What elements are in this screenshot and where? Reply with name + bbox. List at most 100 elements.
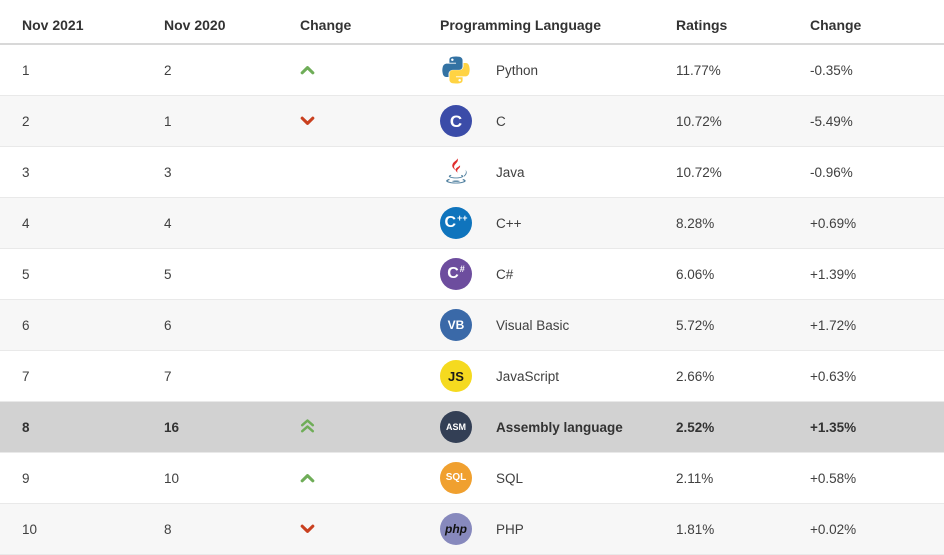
python-logo-icon xyxy=(440,54,472,86)
rank-2020-cell: 16 xyxy=(164,419,180,435)
ratings-cell: 1.81% xyxy=(676,521,715,537)
ratings-cell: 10.72% xyxy=(676,113,722,129)
rank-2020-cell: 1 xyxy=(164,113,172,129)
rank-2021-cell: 8 xyxy=(22,419,30,435)
ratings-change-cell: +0.02% xyxy=(810,521,857,537)
c-logo-icon: C xyxy=(440,105,472,137)
ratings-change-cell: -5.49% xyxy=(810,113,853,129)
language-cell: Python xyxy=(418,44,654,96)
language-name: Visual Basic xyxy=(496,317,570,333)
header-ratings: Ratings xyxy=(654,0,788,45)
language-name: JavaScript xyxy=(496,368,560,384)
language-name: SQL xyxy=(496,470,524,486)
rank-2020-cell: 10 xyxy=(164,470,180,486)
language-name: C xyxy=(496,113,506,129)
ratings-change-cell: -0.35% xyxy=(810,62,853,78)
visual-basic-logo-icon: VB xyxy=(440,309,472,341)
change-trend-cell xyxy=(278,44,418,96)
rank-2021-cell: 1 xyxy=(22,62,30,78)
table-row: 7 7 JS JavaScript 2.66% +0.63% xyxy=(0,350,944,402)
table-row: 1 2 Python 11.77% -0.35% xyxy=(0,44,944,96)
language-cell: VB Visual Basic xyxy=(418,300,654,351)
ratings-change-cell: +0.69% xyxy=(810,215,857,231)
change-trend-cell xyxy=(278,249,418,300)
ratings-change-cell: +0.63% xyxy=(810,368,857,384)
change-trend-cell xyxy=(278,402,418,453)
table-row: 9 10 SQL SQL 2.11% +0.58% xyxy=(0,452,944,504)
change-trend-cell xyxy=(278,96,418,147)
rank-2021-cell: 5 xyxy=(22,266,30,282)
change-trend-cell xyxy=(278,198,418,249)
table-header-row: Nov 2021 Nov 2020 Change Programming Lan… xyxy=(0,0,944,45)
ratings-change-cell: +0.58% xyxy=(810,470,857,486)
ratings-change-cell: -0.96% xyxy=(810,164,853,180)
rank-2020-cell: 7 xyxy=(164,368,172,384)
rank-2021-cell: 6 xyxy=(22,317,30,333)
language-name: C# xyxy=(496,266,514,282)
language-name: C++ xyxy=(496,215,522,231)
java-logo-icon xyxy=(440,156,472,188)
change-trend-cell xyxy=(278,453,418,504)
rank-2021-cell: 3 xyxy=(22,164,30,180)
c--logo-icon: C # xyxy=(440,258,472,290)
table-row: 6 6 VB Visual Basic 5.72% +1.72% xyxy=(0,299,944,351)
table-row: 8 16 ASM Assembly language 2.52% +1.35% xyxy=(0,401,944,453)
language-cell: C # C# xyxy=(418,249,654,300)
ratings-change-cell: +1.39% xyxy=(810,266,857,282)
change-trend-cell xyxy=(278,504,418,555)
sql-logo-icon: SQL xyxy=(440,462,472,494)
ratings-cell: 8.28% xyxy=(676,215,715,231)
language-cell: JS JavaScript xyxy=(418,351,654,402)
rank-2020-cell: 6 xyxy=(164,317,172,333)
header-rank-2021: Nov 2021 xyxy=(0,0,142,45)
php-logo-icon: php xyxy=(440,513,472,545)
rank-2021-cell: 2 xyxy=(22,113,30,129)
language-cell: C ++ C++ xyxy=(418,198,654,249)
language-cell: SQL SQL xyxy=(418,453,654,504)
rank-2020-cell: 5 xyxy=(164,266,172,282)
ratings-cell: 2.66% xyxy=(676,368,715,384)
rank-2020-cell: 2 xyxy=(164,62,172,78)
assembly-language-logo-icon: ASM xyxy=(440,411,472,443)
table-row: 10 8 php PHP 1.81% +0.02% xyxy=(0,503,944,555)
language-cell: Java xyxy=(418,147,654,198)
language-cell: php PHP xyxy=(418,504,654,555)
ratings-cell: 10.72% xyxy=(676,164,722,180)
javascript-logo-icon: JS xyxy=(440,360,472,392)
up-arrow-icon xyxy=(300,65,315,75)
rank-2021-cell: 9 xyxy=(22,470,30,486)
change-trend-cell xyxy=(278,351,418,402)
c--logo-icon: C ++ xyxy=(440,207,472,239)
language-name: Assembly language xyxy=(496,419,623,435)
rank-2021-cell: 10 xyxy=(22,521,38,537)
language-cell: ASM Assembly language xyxy=(418,402,654,453)
table-row: 5 5 C # C# 6.06% +1.39% xyxy=(0,248,944,300)
ratings-change-cell: +1.35% xyxy=(810,419,857,435)
ratings-cell: 5.72% xyxy=(676,317,715,333)
ratings-cell: 2.11% xyxy=(676,470,714,486)
double-up-arrow-icon xyxy=(300,418,315,433)
rank-2021-cell: 7 xyxy=(22,368,30,384)
language-name: Java xyxy=(496,164,525,180)
table-row: 3 3 Java 10.72% -0.96% xyxy=(0,146,944,198)
language-name: PHP xyxy=(496,521,524,537)
header-rank-2020: Nov 2020 xyxy=(142,0,278,45)
ratings-cell: 11.77% xyxy=(676,62,721,78)
change-trend-cell xyxy=(278,300,418,351)
header-ratings-change: Change xyxy=(788,0,944,45)
language-name: Python xyxy=(496,62,539,78)
header-change-trend: Change xyxy=(278,0,418,45)
rank-2020-cell: 8 xyxy=(164,521,172,537)
down-arrow-icon xyxy=(300,116,315,126)
rank-2020-cell: 3 xyxy=(164,164,172,180)
ratings-cell: 2.52% xyxy=(676,419,715,435)
change-trend-cell xyxy=(278,147,418,198)
rank-2020-cell: 4 xyxy=(164,215,172,231)
table-row: 4 4 C ++ C++ 8.28% +0.69% xyxy=(0,197,944,249)
ratings-change-cell: +1.72% xyxy=(810,317,857,333)
down-arrow-icon xyxy=(300,524,315,534)
header-programming-language: Programming Language xyxy=(418,0,654,45)
